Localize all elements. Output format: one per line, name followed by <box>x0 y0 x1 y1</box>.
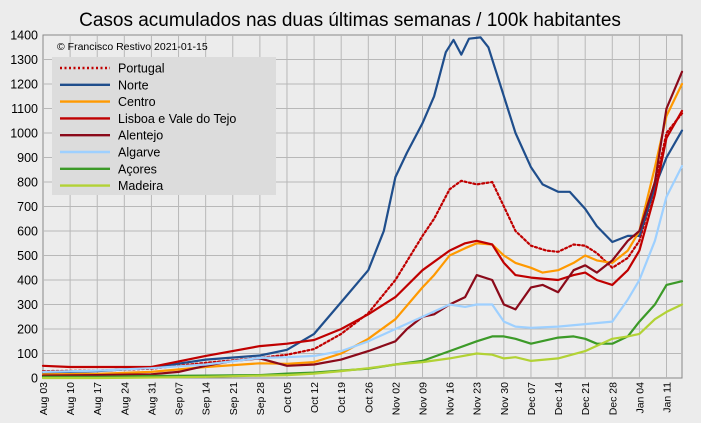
legend-label: Lisboa e Vale do Tejo <box>118 112 236 126</box>
legend-label: Alentejo <box>118 129 163 143</box>
x-tick-label: Nov 23 <box>472 382 484 415</box>
y-tick-label: 1300 <box>10 53 38 67</box>
x-tick-label: Sep 28 <box>255 382 267 415</box>
x-tick-label: Dec 28 <box>607 382 619 415</box>
x-tick-label: Aug 10 <box>65 382 77 415</box>
series-lines <box>41 36 684 380</box>
chart-title: Casos acumulados nas duas últimas semana… <box>79 10 621 31</box>
y-tick-label: 400 <box>17 274 38 288</box>
series-line-8 <box>41 303 684 380</box>
y-tick-label: 1000 <box>10 127 38 141</box>
legend: Portugal Norte Centro Lisboa e Vale do Tejo… <box>52 57 276 195</box>
legend-label: Madeira <box>118 179 163 193</box>
x-tick-label: Aug 17 <box>92 382 104 415</box>
x-tick-label: Jan 04 <box>634 382 646 414</box>
legend-label: Portugal <box>118 62 165 76</box>
y-tick-label: 900 <box>17 151 38 165</box>
legend-label: Algarve <box>118 146 160 160</box>
y-axis: 0 100 200 300 400 500 600 700 800 900 1000 1100 1200… <box>10 29 38 386</box>
x-tick-label: Oct 26 <box>363 382 375 413</box>
series-line-4 <box>41 109 684 369</box>
x-tick-label: Sep 14 <box>201 382 213 415</box>
y-tick-label: 1400 <box>10 29 38 43</box>
y-tick-label: 300 <box>17 298 38 312</box>
y-tick-label: 0 <box>31 372 38 386</box>
y-tick-label: 800 <box>17 176 38 190</box>
x-tick-label: Aug 24 <box>119 382 131 415</box>
y-tick-label: 700 <box>17 200 38 214</box>
y-tick-label: 1100 <box>11 102 38 116</box>
x-tick-label: Dec 14 <box>553 382 565 415</box>
y-tick-label: 600 <box>17 225 38 239</box>
x-axis: Aug 03 Aug 10 Aug 17 Aug 24 Aug 31 Sep 07 Sep … <box>38 382 674 415</box>
legend-label: Norte <box>118 78 149 92</box>
chart-credit: © Francisco Restivo 2021-01-15 <box>57 41 208 53</box>
series-line-6 <box>41 165 684 373</box>
x-tick-label: Sep 07 <box>174 382 186 415</box>
series-line-1 <box>41 112 684 373</box>
x-tick-label: Jan 11 <box>662 382 674 413</box>
legend-label: Açores <box>118 162 157 176</box>
x-tick-label: Dec 07 <box>526 382 538 415</box>
legend-label: Centro <box>118 95 156 109</box>
y-tick-label: 100 <box>17 347 38 361</box>
x-tick-label: Nov 09 <box>418 382 430 415</box>
y-tick-label: 1200 <box>10 78 38 92</box>
x-tick-label: Oct 19 <box>336 382 348 413</box>
x-tick-label: Sep 21 <box>228 382 240 415</box>
y-tick-label: 200 <box>17 323 38 337</box>
x-tick-label: Nov 02 <box>390 382 402 415</box>
x-tick-label: Dec 21 <box>580 382 592 415</box>
x-tick-label: Nov 30 <box>499 382 511 415</box>
x-tick-label: Nov 16 <box>445 382 457 415</box>
x-tick-label: Oct 05 <box>282 382 294 413</box>
legend-box <box>52 57 276 195</box>
y-tick-label: 500 <box>17 249 38 263</box>
x-tick-label: Oct 12 <box>309 382 321 413</box>
x-tick-label: Aug 03 <box>38 382 50 415</box>
x-tick-label: Aug 31 <box>146 382 158 415</box>
